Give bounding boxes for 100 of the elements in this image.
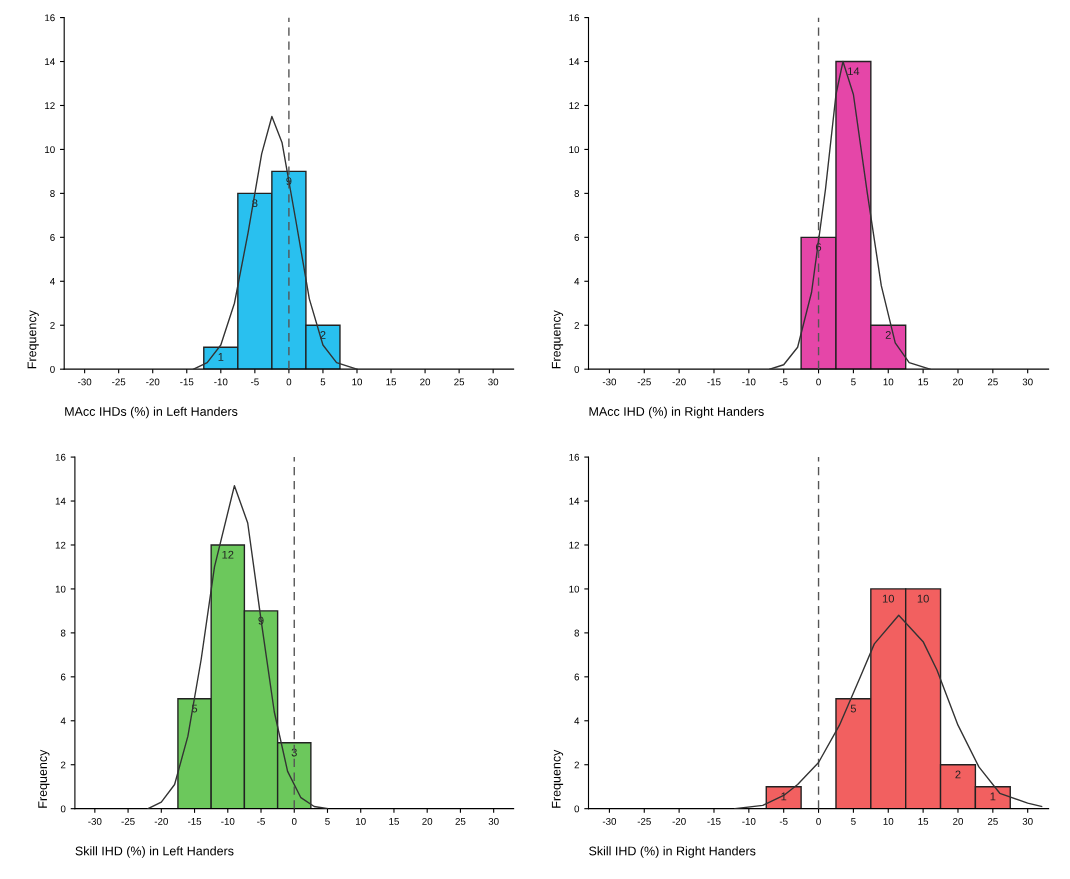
x-tick-label: -20 — [154, 817, 168, 825]
y-tick-label: 6 — [60, 673, 66, 681]
data-label: 10 — [917, 594, 929, 603]
x-tick-label: -25 — [121, 817, 135, 825]
y-tick-label: 12 — [45, 102, 55, 109]
x-tick-label: -30 — [78, 378, 92, 386]
x-axis-title: MAcc IHDs (%) in Left Handers — [65, 406, 238, 419]
y-tick-label: 10 — [55, 585, 66, 593]
x-tick-label: 0 — [816, 378, 821, 386]
line-series — [192, 115, 358, 370]
x-tick-label: 25 — [455, 817, 466, 825]
x-tick-label: 0 — [286, 378, 292, 386]
x-tick-label: 15 — [918, 378, 929, 386]
y-tick-label: 10 — [569, 146, 580, 154]
x-tick-label: -20 — [672, 817, 686, 825]
y-tick-label: 6 — [50, 234, 55, 241]
data-label: 1 — [990, 792, 996, 801]
x-tick-label: 25 — [987, 378, 998, 386]
x-tick-label: 0 — [291, 817, 297, 825]
y-axis-title: Frequency — [551, 310, 564, 369]
y-tick-label: 8 — [60, 629, 66, 637]
y-tick-label: 0 — [574, 365, 580, 373]
x-tick-label: 20 — [953, 817, 963, 825]
y-tick-label: 4 — [574, 717, 580, 725]
y-tick-label: 16 — [569, 453, 580, 461]
line-series — [769, 60, 931, 370]
x-axis-title: Skill IHD (%) in Right Handers — [589, 846, 756, 858]
y-tick-label: 2 — [574, 761, 579, 769]
x-tick-label: 20 — [420, 378, 431, 386]
x-tick-label: -10 — [214, 378, 228, 386]
x-tick-label: 10 — [883, 378, 894, 386]
x-tick-label: -5 — [257, 818, 265, 825]
x-tick-label: 25 — [454, 378, 465, 386]
y-tick-label: 14 — [569, 497, 580, 505]
data-label: 1 — [218, 353, 224, 361]
x-tick-label: 10 — [356, 817, 366, 825]
x-tick-label: 20 — [422, 817, 433, 825]
y-tick-label: 12 — [55, 541, 66, 549]
data-label: 2 — [955, 770, 961, 779]
x-tick-label: -15 — [707, 378, 721, 386]
x-tick-label: 5 — [851, 378, 856, 386]
data-label: 10 — [882, 594, 895, 603]
y-tick-label: 14 — [45, 58, 55, 66]
y-axis-title: Frequency — [38, 749, 50, 808]
x-tick-label: -20 — [672, 378, 686, 386]
data-label: 12 — [222, 550, 234, 559]
y-tick-label: 4 — [49, 278, 55, 285]
y-tick-label: 6 — [574, 234, 580, 241]
x-tick-label: -5 — [779, 378, 788, 386]
y-tick-label: 12 — [569, 102, 579, 109]
data-label: 14 — [848, 67, 860, 76]
y-tick-label: 2 — [60, 761, 66, 769]
x-tick-label: -15 — [707, 818, 721, 825]
y-axis-title: Frequency — [551, 749, 564, 808]
y-axis-title: Frequency — [27, 310, 39, 369]
x-tick-label: 20 — [953, 378, 963, 386]
x-tick-label: -15 — [180, 378, 194, 386]
y-tick-label: 16 — [569, 14, 580, 22]
x-tick-label: 30 — [1022, 378, 1033, 386]
y-tick-label: 8 — [574, 190, 580, 197]
y-tick-label: 12 — [569, 541, 579, 549]
x-tick-label: 10 — [883, 817, 894, 825]
x-tick-label: 30 — [488, 378, 499, 386]
y-tick-label: 4 — [60, 717, 66, 725]
y-tick-label: 0 — [50, 365, 55, 373]
y-tick-label: 14 — [569, 58, 580, 66]
x-tick-label: -10 — [742, 817, 756, 825]
x-tick-label: -5 — [250, 378, 259, 386]
y-tick-label: 14 — [55, 497, 66, 505]
x-tick-label: 0 — [816, 817, 821, 825]
y-tick-label: 16 — [55, 453, 66, 461]
x-tick-label: 15 — [918, 818, 929, 825]
y-tick-label: 6 — [574, 673, 580, 681]
x-tick-label: -30 — [88, 817, 102, 825]
x-tick-label: -30 — [602, 378, 617, 386]
data-label: 2 — [885, 331, 891, 339]
data-label: 2 — [320, 331, 326, 339]
x-tick-label: -10 — [221, 817, 235, 825]
y-tick-label: 0 — [60, 805, 66, 813]
y-tick-label: 2 — [50, 321, 55, 329]
x-tick-label: 30 — [1022, 817, 1033, 825]
x-tick-label: 10 — [352, 378, 363, 386]
y-tick-label: 10 — [569, 585, 580, 593]
y-tick-label: 2 — [574, 321, 579, 329]
y-tick-label: 16 — [45, 14, 55, 22]
x-tick-label: -5 — [779, 818, 788, 825]
data-label: 3 — [291, 748, 297, 757]
y-tick-label: 10 — [45, 146, 55, 154]
x-tick-label: -15 — [187, 818, 202, 825]
x-tick-label: 25 — [987, 817, 998, 825]
x-tick-label: -25 — [637, 817, 651, 825]
x-tick-label: -25 — [637, 378, 651, 386]
y-tick-label: 8 — [50, 190, 55, 197]
x-tick-label: 15 — [386, 378, 397, 386]
x-tick-label: 5 — [320, 378, 326, 386]
data-label: 5 — [850, 704, 857, 713]
x-tick-label: 15 — [389, 818, 399, 825]
y-tick-label: 8 — [574, 629, 580, 637]
x-axis-title: Skill IHD (%) in Left Handers — [75, 846, 234, 858]
x-tick-label: -25 — [112, 378, 126, 386]
